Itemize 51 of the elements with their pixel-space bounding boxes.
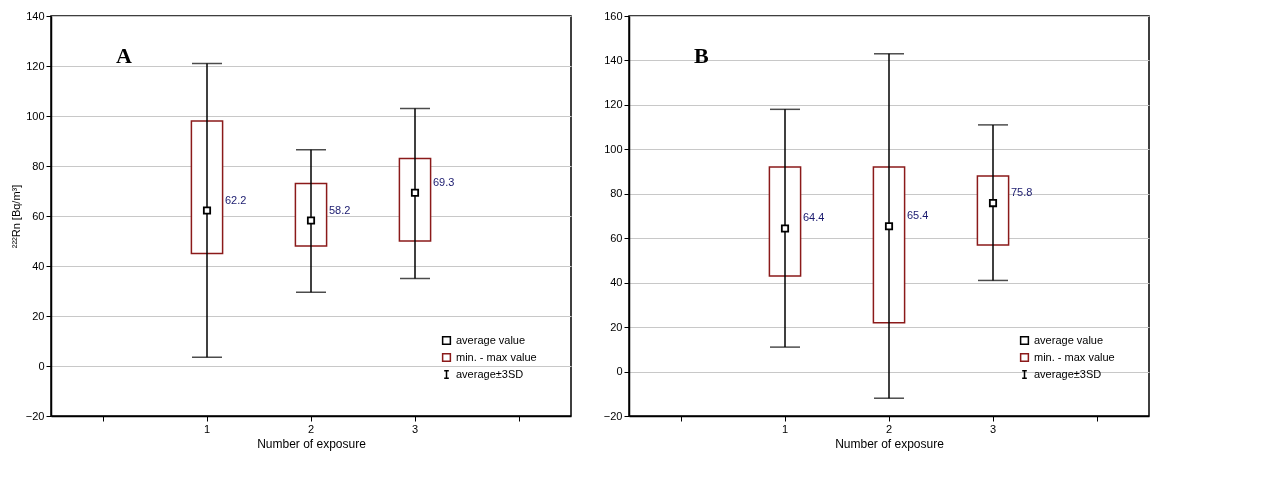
point — [780, 224, 790, 233]
y-tick-label: 120 — [604, 98, 623, 111]
x-tick-label: 3 — [989, 422, 997, 435]
point — [306, 216, 316, 225]
y-tick-label: 40 — [32, 259, 45, 272]
y-tick-label: 60 — [32, 209, 45, 222]
point — [410, 188, 420, 197]
legend-label: min. - max value — [1034, 350, 1115, 363]
data-label: 62.2 — [225, 193, 247, 206]
y-tick-label: −20 — [25, 409, 45, 422]
x-tick-label: 1 — [203, 422, 211, 435]
bar — [190, 120, 224, 255]
legend-label: min. - max value — [456, 350, 537, 363]
y-tick-label: 140 — [604, 53, 623, 66]
y-tick-label: 40 — [610, 276, 623, 289]
y-tick-label: 140 — [26, 9, 45, 22]
y-tick-label: −20 — [603, 409, 623, 422]
y-tick-label: 100 — [26, 109, 45, 122]
x-axis-title: Number of exposure — [835, 436, 945, 451]
text: A — [116, 43, 132, 68]
bar — [294, 182, 328, 247]
y-tick-label: 0 — [38, 359, 45, 372]
y-tick-label: 0 — [616, 365, 623, 378]
text: B — [694, 43, 709, 68]
point — [884, 222, 894, 231]
legend-label: average value — [1034, 333, 1104, 346]
data-label: 64.4 — [803, 211, 825, 224]
x-tick-label: 3 — [411, 422, 419, 435]
y-tick-label: 80 — [610, 187, 623, 200]
data-label: 75.8 — [1011, 186, 1033, 199]
x-tick-label: 2 — [885, 422, 893, 435]
y-axis-title: ²²²Rn [Bq/m³] — [9, 184, 22, 249]
y-tick-label: 160 — [604, 9, 623, 22]
bar — [398, 157, 432, 242]
legend-label: average value — [456, 333, 526, 346]
y-tick-label: 20 — [32, 309, 45, 322]
y-tick-label: 120 — [26, 59, 45, 72]
data-label: 69.3 — [433, 175, 455, 188]
data-label: 65.4 — [907, 209, 929, 222]
x-tick-label: 1 — [781, 422, 789, 435]
annotation: average±3SD — [456, 367, 524, 380]
y-tick-label: 20 — [610, 320, 623, 333]
annotation: average±3SD — [1034, 367, 1102, 380]
y-tick-label: 80 — [32, 159, 45, 172]
y-tick-label: 60 — [610, 231, 623, 244]
x-tick-label: 2 — [307, 422, 315, 435]
point — [988, 199, 998, 208]
x-axis-title: Number of exposure — [257, 436, 367, 451]
y-tick-label: 100 — [604, 142, 623, 155]
point — [202, 206, 212, 215]
data-label: 58.2 — [329, 203, 351, 216]
